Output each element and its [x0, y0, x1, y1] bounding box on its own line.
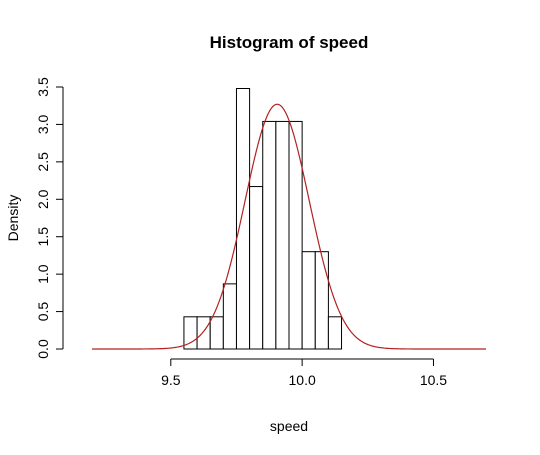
histogram-bar — [249, 186, 264, 350]
x-tick-label: 10.5 — [420, 372, 447, 388]
x-tick-label: 10.0 — [289, 372, 316, 388]
histogram-bars — [183, 87, 343, 350]
histogram-bar — [262, 120, 277, 350]
histogram-bar — [301, 251, 316, 350]
y-tick-label: 3.0 — [35, 114, 51, 134]
y-tick-label: 1.5 — [35, 227, 51, 247]
histogram-bar — [327, 316, 343, 350]
histogram-bar — [288, 120, 303, 350]
histogram-bar — [314, 251, 329, 350]
histogram-bar — [235, 87, 251, 350]
y-tick-label: 0.0 — [35, 339, 51, 359]
y-tick-label: 2.0 — [35, 189, 51, 209]
x-axis-label: speed — [270, 418, 308, 434]
histogram-bar — [222, 283, 237, 350]
density-curve — [92, 103, 486, 350]
y-tick-label: 3.5 — [35, 77, 51, 97]
y-axis: 0.0 0.5 1.0 1.5 2.0 2.5 3.0 3.5 — [35, 77, 64, 359]
y-tick-label: 1.0 — [35, 264, 51, 284]
y-tick-label: 0.5 — [35, 302, 51, 322]
histogram-bar — [275, 120, 290, 350]
y-tick-label: 2.5 — [35, 152, 51, 172]
y-axis-label: Density — [5, 195, 21, 242]
chart-title: Histogram of speed — [210, 33, 369, 52]
histogram-bar — [196, 316, 211, 350]
x-tick-label: 9.5 — [161, 372, 181, 388]
histogram-bar — [209, 316, 224, 350]
x-axis: 9.5 10.0 10.5 — [161, 358, 447, 388]
